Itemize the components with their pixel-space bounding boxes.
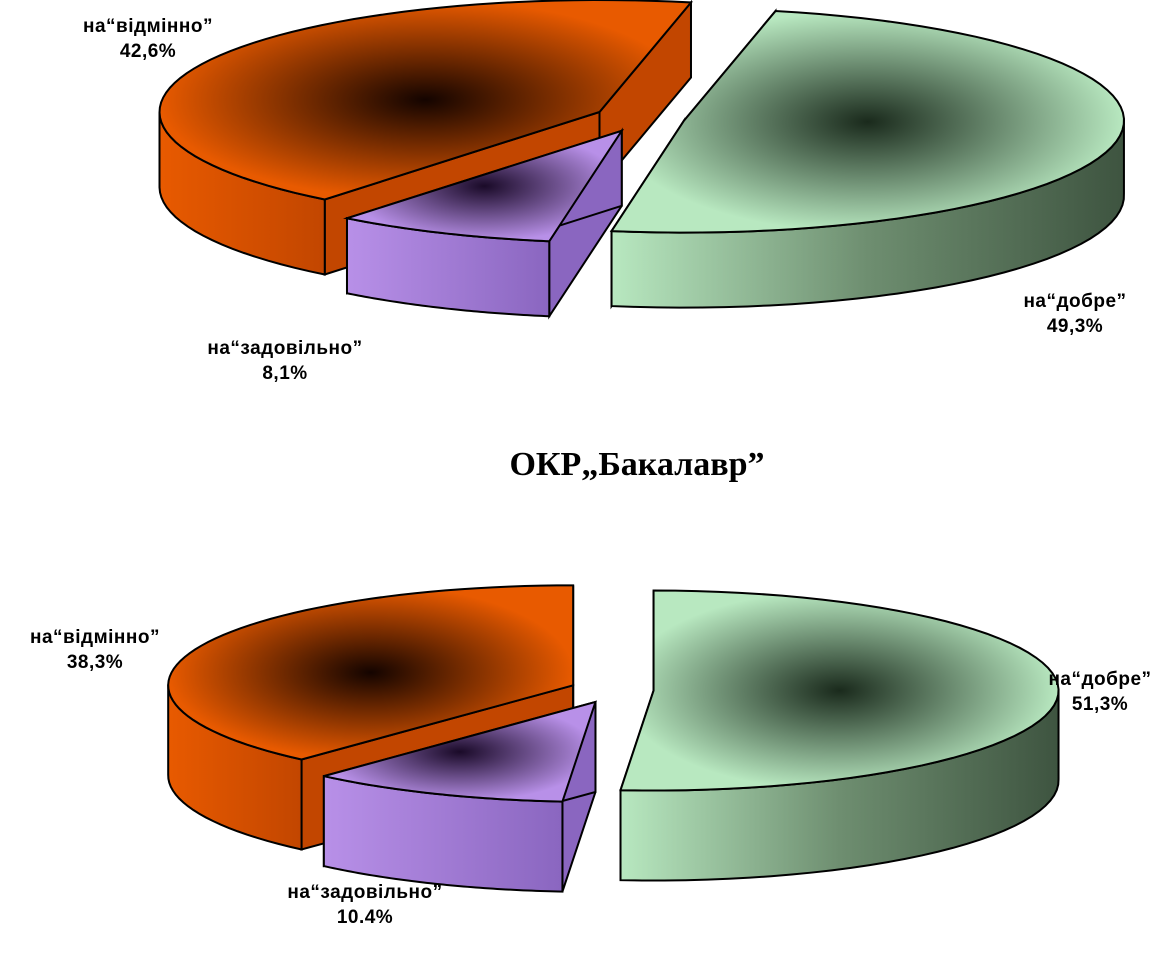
slice-value-excellent: 42,6% [120, 41, 176, 62]
slice-value-excellent: 38,3% [67, 652, 123, 673]
slice-excellent-top [158, 0, 694, 201]
slice-value-satisfactory: 8,1% [262, 363, 307, 384]
slice-satisfactory [322, 700, 598, 893]
slice-good-top [619, 589, 1060, 792]
slice-satisfactory-top [343, 128, 625, 243]
slice-value-satisfactory: 10.4% [337, 907, 393, 928]
slice-label-excellent: на“відмінно” [83, 16, 213, 37]
slice-value-good: 49,3% [1047, 316, 1103, 337]
slice-value-good: 51,3% [1072, 694, 1128, 715]
slice-label-good: на“добре” [1023, 291, 1126, 312]
chart-title-okr-bachelor: ОКР„Бакалавр” [509, 446, 764, 483]
pie-chart-2: на“відмінно” 38,3% на“добре” 51,3% на“задові… [30, 584, 1151, 928]
slice-good [619, 589, 1060, 882]
slice-satisfactory-top [323, 700, 598, 803]
slice-satisfactory [343, 127, 625, 320]
slice-label-satisfactory: на“задовільно” [207, 338, 362, 359]
slice-excellent-top [167, 584, 575, 761]
slice-label-good: на“добре” [1048, 669, 1151, 690]
slice-label-satisfactory: на“задовільно” [287, 882, 442, 903]
pie-chart-1: на“відмінно” 42,6% на“добре” 49,3% на“задові… [83, 0, 1126, 384]
slice-good-top [609, 10, 1125, 234]
slice-good [609, 8, 1125, 310]
slice-label-excellent: на“відмінно” [30, 627, 160, 648]
